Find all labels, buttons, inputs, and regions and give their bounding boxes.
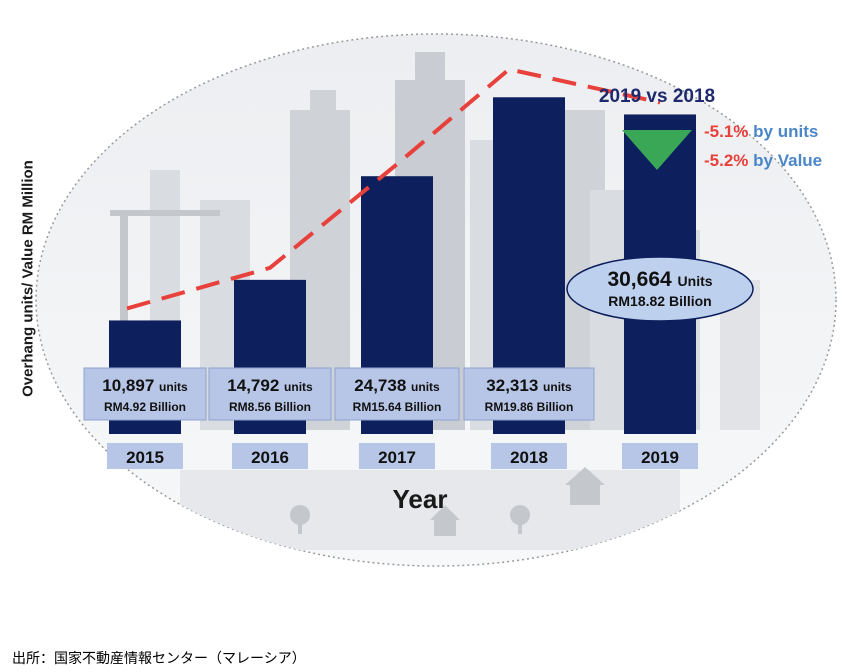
labels-layer: 10,897 units RM4.92 Billion 14,792 units RM… (83, 256, 754, 469)
year-label-2018: 2018 (510, 448, 548, 467)
change-value: -5.2% by Value (704, 151, 822, 171)
value-box-2015 (83, 367, 207, 421)
year-label-2019: 2019 (641, 448, 679, 467)
units-label-2018: 32,313 units (486, 376, 572, 395)
year-label-2017: 2017 (378, 448, 416, 467)
change-units-label: by units (753, 122, 819, 141)
change-units: -5.1% by units (704, 122, 818, 142)
highlight-ellipse-2019 (566, 256, 754, 322)
year-label-2016: 2016 (251, 448, 289, 467)
year-box-2019 (622, 443, 698, 469)
trend-layer (126, 67, 661, 311)
comparison-title: 2019 vs 2018 (598, 86, 716, 107)
year-box-2017 (359, 443, 435, 469)
trend-line (126, 67, 661, 311)
change-value-label: by Value (753, 151, 823, 170)
year-label-2015: 2015 (126, 448, 164, 467)
year-box-2018 (491, 443, 567, 469)
units-label-2017: 24,738 units (354, 376, 440, 395)
value-label-2016: RM8.56 Billion (229, 400, 311, 414)
value-label-2015: RM4.92 Billion (104, 400, 186, 414)
value-label-2018: RM19.86 Billion (485, 400, 574, 414)
change-value-pct: -5.2% (704, 151, 749, 170)
value-box-2016 (208, 367, 332, 421)
value-label-2017: RM15.64 Billion (353, 400, 442, 414)
units-label-2015: 10,897 units (102, 376, 188, 395)
year-box-2016 (232, 443, 308, 469)
value-box-2017 (334, 367, 460, 421)
value-label-2019: RM18.82 Billion (608, 293, 711, 309)
units-label-2016: 14,792 units (227, 376, 313, 395)
change-units-pct: -5.1% (704, 122, 749, 141)
y-axis-label: Overhang units/ Value RM Million (19, 160, 37, 397)
year-box-2015 (107, 443, 183, 469)
units-label-2019: 30,664 Units (607, 268, 712, 291)
down-arrow-icon (622, 130, 692, 170)
value-box-2018 (463, 367, 595, 421)
source-note: 出所：国家不動産情報センター（マレーシア） (12, 650, 306, 666)
x-axis-label: Year (392, 484, 448, 514)
